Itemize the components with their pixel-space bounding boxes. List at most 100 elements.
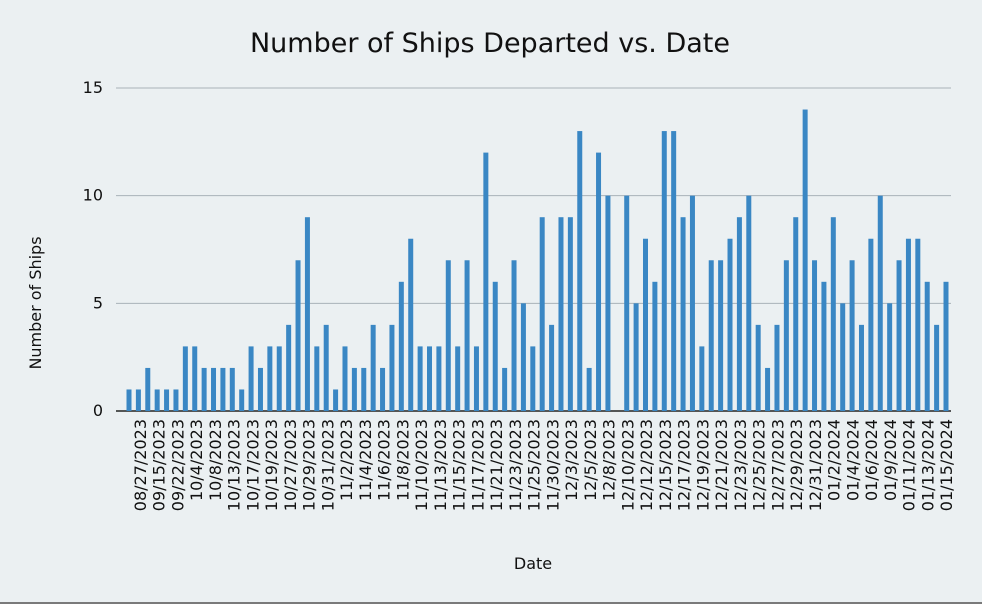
bar <box>173 389 179 411</box>
bar <box>680 217 686 411</box>
bars <box>126 109 949 412</box>
bar <box>417 346 423 411</box>
bar <box>445 260 451 411</box>
x-tick-label: 12/15/2023 <box>656 419 675 511</box>
x-tick-label: 01/11/2024 <box>900 419 919 511</box>
bar <box>718 260 724 411</box>
bar <box>934 324 940 411</box>
bar <box>793 217 799 411</box>
bar <box>746 195 752 411</box>
bar <box>192 346 198 411</box>
bar <box>896 260 902 411</box>
bar <box>220 367 226 411</box>
x-tick-label: 11/17/2023 <box>468 419 487 511</box>
bar <box>549 324 555 411</box>
bar <box>126 389 132 411</box>
bar <box>802 109 808 412</box>
x-tick-label: 11/6/2023 <box>375 419 394 501</box>
bar <box>633 303 639 411</box>
x-tick-label: 12/17/2023 <box>675 419 694 511</box>
bar <box>408 238 414 411</box>
x-tick-label: 12/3/2023 <box>562 419 581 501</box>
x-tick-label: 12/12/2023 <box>637 419 656 511</box>
bar <box>567 217 573 411</box>
x-tick-label: 10/17/2023 <box>243 419 262 511</box>
bar <box>351 367 357 411</box>
x-tick-label: 12/21/2023 <box>712 419 731 511</box>
bar <box>398 281 404 411</box>
x-tick-labels: 08/27/2023 09/15/2023 09/22/2023 10/4/2023 1… <box>131 419 956 511</box>
x-tick-label: 11/25/2023 <box>525 419 544 511</box>
bar <box>239 389 245 411</box>
x-tick-label: 11/23/2023 <box>506 419 525 511</box>
x-tick-label: 12/5/2023 <box>581 419 600 501</box>
bar <box>577 131 583 412</box>
bar <box>877 195 883 411</box>
bar <box>652 281 658 411</box>
y-tick-label: 5 <box>93 293 103 312</box>
bar <box>520 303 526 411</box>
bar <box>727 238 733 411</box>
bar <box>840 303 846 411</box>
x-tick-label: 11/8/2023 <box>393 419 412 501</box>
bar <box>887 303 893 411</box>
x-tick-label: 01/6/2024 <box>862 419 881 501</box>
bar <box>812 260 818 411</box>
bar <box>342 346 348 411</box>
bar <box>483 152 489 411</box>
x-tick-label: 12/25/2023 <box>750 419 769 511</box>
bar <box>943 281 949 411</box>
bar <box>314 346 320 411</box>
bar <box>915 238 921 411</box>
bar <box>689 195 695 411</box>
x-tick-label: 10/31/2023 <box>318 419 337 511</box>
bar <box>211 367 217 411</box>
bar <box>821 281 827 411</box>
x-tick-label: 09/22/2023 <box>168 419 187 511</box>
x-tick-label: 01/2/2024 <box>825 419 844 501</box>
bar <box>333 389 339 411</box>
y-tick-label: 0 <box>93 401 103 420</box>
bar <box>642 238 648 411</box>
bar <box>145 367 151 411</box>
x-tick-label: 01/15/2024 <box>937 419 956 511</box>
x-axis-label: Date <box>514 554 552 573</box>
bar <box>736 217 742 411</box>
x-tick-label: 12/8/2023 <box>600 419 619 501</box>
x-tick-label: 11/10/2023 <box>412 419 431 511</box>
x-tick-label: 01/4/2024 <box>843 419 862 501</box>
bar <box>671 131 677 412</box>
bar <box>699 346 705 411</box>
bar <box>323 324 329 411</box>
bar <box>304 217 310 411</box>
x-tick-label: 10/13/2023 <box>225 419 244 511</box>
x-tick-label: 10/8/2023 <box>206 419 225 501</box>
bar <box>511 260 517 411</box>
x-tick-label: 10/19/2023 <box>262 419 281 511</box>
x-tick-label: 11/2/2023 <box>337 419 356 501</box>
bar <box>473 346 479 411</box>
bar <box>558 217 564 411</box>
x-tick-label: 11/21/2023 <box>487 419 506 511</box>
bar <box>708 260 714 411</box>
bar <box>905 238 911 411</box>
x-tick-label: 01/9/2024 <box>881 419 900 501</box>
bar <box>924 281 930 411</box>
bar <box>201 367 207 411</box>
y-tick-label: 15 <box>83 78 103 97</box>
x-tick-label: 11/4/2023 <box>356 419 375 501</box>
chart-title: Number of Ships Departed vs. Date <box>250 28 730 59</box>
x-tick-label: 12/29/2023 <box>787 419 806 511</box>
y-tick-label: 10 <box>83 186 103 205</box>
x-tick-label: 11/13/2023 <box>431 419 450 511</box>
bar <box>370 324 376 411</box>
bar <box>154 389 160 411</box>
x-tick-label: 10/29/2023 <box>300 419 319 511</box>
bar <box>436 346 442 411</box>
bar <box>389 324 395 411</box>
bar <box>455 346 461 411</box>
bar <box>755 324 761 411</box>
x-tick-label: 12/19/2023 <box>693 419 712 511</box>
